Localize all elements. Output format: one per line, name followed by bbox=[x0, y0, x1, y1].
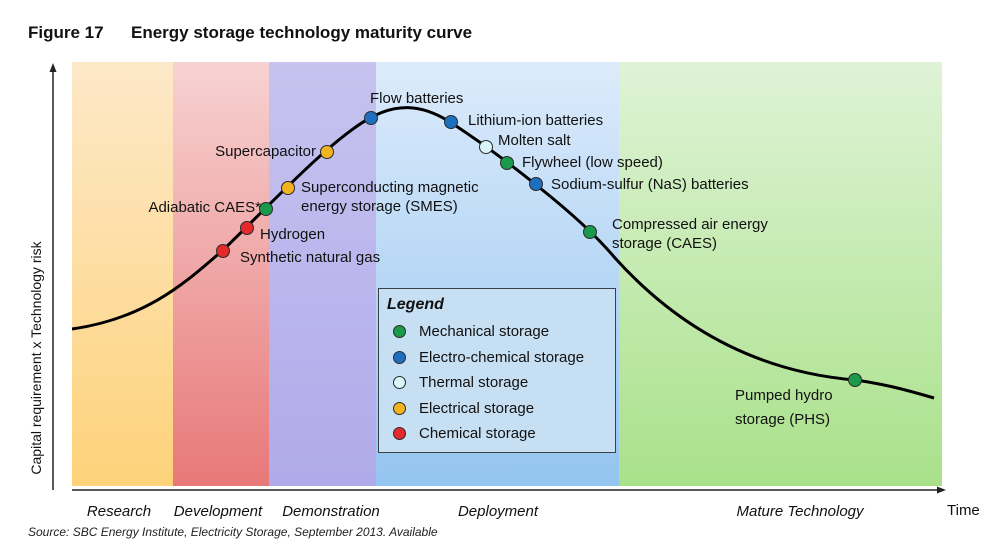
figure-number: Figure 17 bbox=[28, 23, 104, 42]
legend-label-electrical: Electrical storage bbox=[419, 399, 535, 417]
tech-label-smes-line2: energy storage (SMES) bbox=[301, 198, 458, 215]
tech-label-smes-line1: Superconducting magnetic bbox=[301, 179, 479, 196]
tech-label-caes-line2: storage (CAES) bbox=[612, 235, 717, 252]
tech-label-flywheel: Flywheel (low speed) bbox=[522, 154, 663, 171]
legend-label-chemical: Chemical storage bbox=[419, 424, 536, 442]
tech-dot-flow-batteries bbox=[364, 111, 378, 125]
phase-label-mature: Mature Technology bbox=[736, 503, 865, 520]
phase-label-deployment: Deployment bbox=[458, 503, 539, 520]
phase-band-development bbox=[173, 62, 269, 486]
legend-title: Legend bbox=[387, 296, 444, 313]
tech-label-hydrogen: Hydrogen bbox=[260, 226, 325, 243]
phase-label-development: Development bbox=[174, 503, 263, 520]
x-axis-label: Time bbox=[947, 502, 980, 519]
phase-label-research: Research bbox=[87, 503, 151, 520]
tech-label-supercapacitor: Supercapacitor bbox=[215, 143, 316, 160]
legend-dot-chemical bbox=[393, 426, 406, 440]
phase-band-mature bbox=[619, 62, 942, 486]
tech-dot-supercapacitor bbox=[320, 145, 334, 159]
legend-item-mechanical: Mechanical storage bbox=[393, 321, 549, 341]
tech-dot-nas bbox=[529, 177, 543, 191]
tech-label-adiabatic-caes: Adiabatic CAES* bbox=[148, 199, 261, 216]
tech-dot-synthetic-natural-gas bbox=[216, 244, 230, 258]
legend-label-thermal: Thermal storage bbox=[419, 373, 529, 391]
legend-label-electrochemical: Electro-chemical storage bbox=[419, 348, 585, 366]
tech-dot-hydrogen bbox=[240, 221, 254, 235]
tech-dot-flywheel bbox=[500, 156, 514, 170]
legend-dot-mechanical bbox=[393, 324, 406, 338]
tech-dot-lithium-ion bbox=[444, 115, 458, 129]
legend-item-chemical: Chemical storage bbox=[393, 423, 536, 443]
tech-label-nas: Sodium-sulfur (NaS) batteries bbox=[551, 176, 749, 193]
tech-dot-adiabatic-caes bbox=[259, 202, 273, 216]
figure-title: Figure 17 Energy storage technology matur… bbox=[28, 23, 472, 43]
tech-dot-smes bbox=[281, 181, 295, 195]
tech-label-phs-line2: storage (PHS) bbox=[735, 411, 830, 428]
legend-label-mechanical: Mechanical storage bbox=[419, 322, 550, 340]
legend-item-electrochemical: Electro-chemical storage bbox=[393, 347, 584, 367]
tech-label-phs-line1: Pumped hydro bbox=[735, 387, 833, 404]
phase-band-demonstration bbox=[269, 62, 376, 486]
legend-item-electrical: Electrical storage bbox=[393, 398, 534, 418]
tech-label-lithium-ion: Lithium-ion batteries bbox=[468, 112, 603, 129]
legend-dot-thermal bbox=[393, 375, 406, 389]
legend-box: Legend Mechanical storage Electro-chemic… bbox=[378, 288, 616, 453]
source-note: Source: SBC Energy Institute, Electricit… bbox=[28, 525, 438, 539]
tech-label-caes-line1: Compressed air energy bbox=[612, 216, 768, 233]
tech-dot-phs bbox=[848, 373, 862, 387]
tech-label-synthetic-natural-gas: Synthetic natural gas bbox=[240, 249, 380, 266]
phase-label-demonstration: Demonstration bbox=[282, 503, 380, 520]
x-axis-arrow bbox=[937, 486, 946, 494]
legend-dot-electrical bbox=[393, 401, 406, 415]
legend-item-thermal: Thermal storage bbox=[393, 372, 528, 392]
tech-label-flow-batteries: Flow batteries bbox=[370, 90, 463, 107]
tech-dot-molten-salt bbox=[479, 140, 493, 154]
legend-dot-electrochemical bbox=[393, 350, 406, 364]
figure-caption: Energy storage technology maturity curve bbox=[131, 23, 473, 42]
y-axis-label: Capital requirement x Technology risk bbox=[28, 240, 44, 474]
phase-band-research bbox=[72, 62, 173, 486]
y-axis-arrow bbox=[49, 63, 57, 72]
tech-dot-caes bbox=[583, 225, 597, 239]
tech-label-molten-salt: Molten salt bbox=[498, 132, 571, 149]
